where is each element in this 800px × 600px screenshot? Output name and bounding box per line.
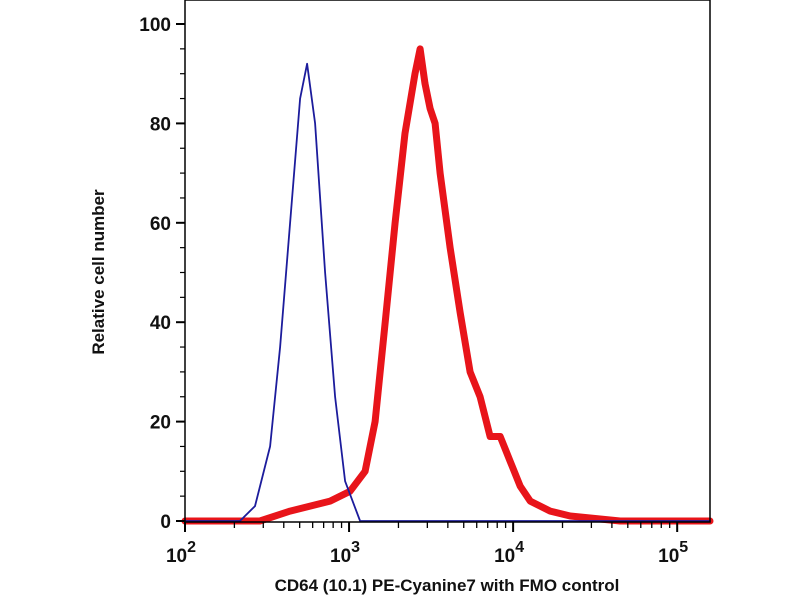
series-layer xyxy=(181,45,714,525)
plot-frame xyxy=(184,0,711,523)
y-tick-label: 0 xyxy=(160,512,171,533)
y-tick-label: 20 xyxy=(150,413,171,434)
y-axis-title: Relative cell number xyxy=(89,189,108,355)
y-tick-label: 40 xyxy=(150,313,171,334)
series-line-fmo-control xyxy=(184,62,711,522)
x-tick-label: 103 xyxy=(330,539,360,567)
x-tick-label: 105 xyxy=(658,539,688,567)
y-tick-label: 80 xyxy=(150,114,171,135)
x-tick-label: 104 xyxy=(494,539,524,567)
axes-layer: 0 20 40 60 80 100 102 103 104 105 xyxy=(139,0,711,567)
y-tick-label: 100 xyxy=(139,15,171,36)
x-tick-label: 102 xyxy=(166,539,196,567)
y-tick-label: 60 xyxy=(150,214,171,235)
x-axis-title: CD64 (10.1) PE-Cyanine7 with FMO control xyxy=(275,576,620,595)
series-line-cd64-pe-cyanine7 xyxy=(181,45,714,525)
